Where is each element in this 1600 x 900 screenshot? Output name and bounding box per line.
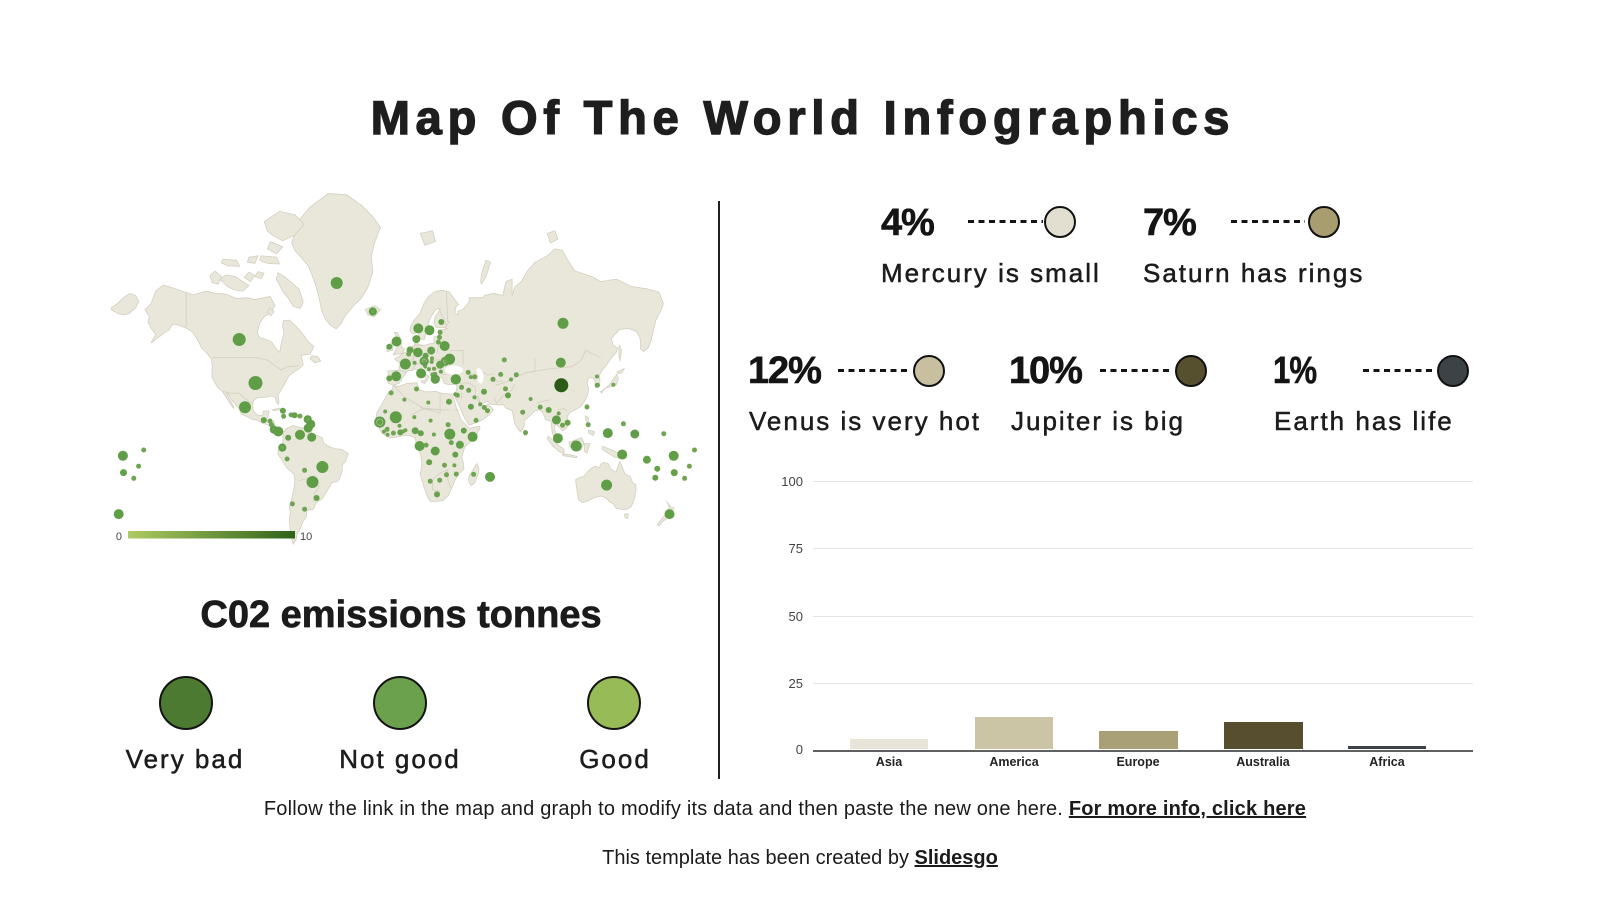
svg-text:10: 10 <box>300 531 312 543</box>
svg-text:0: 0 <box>116 531 122 543</box>
